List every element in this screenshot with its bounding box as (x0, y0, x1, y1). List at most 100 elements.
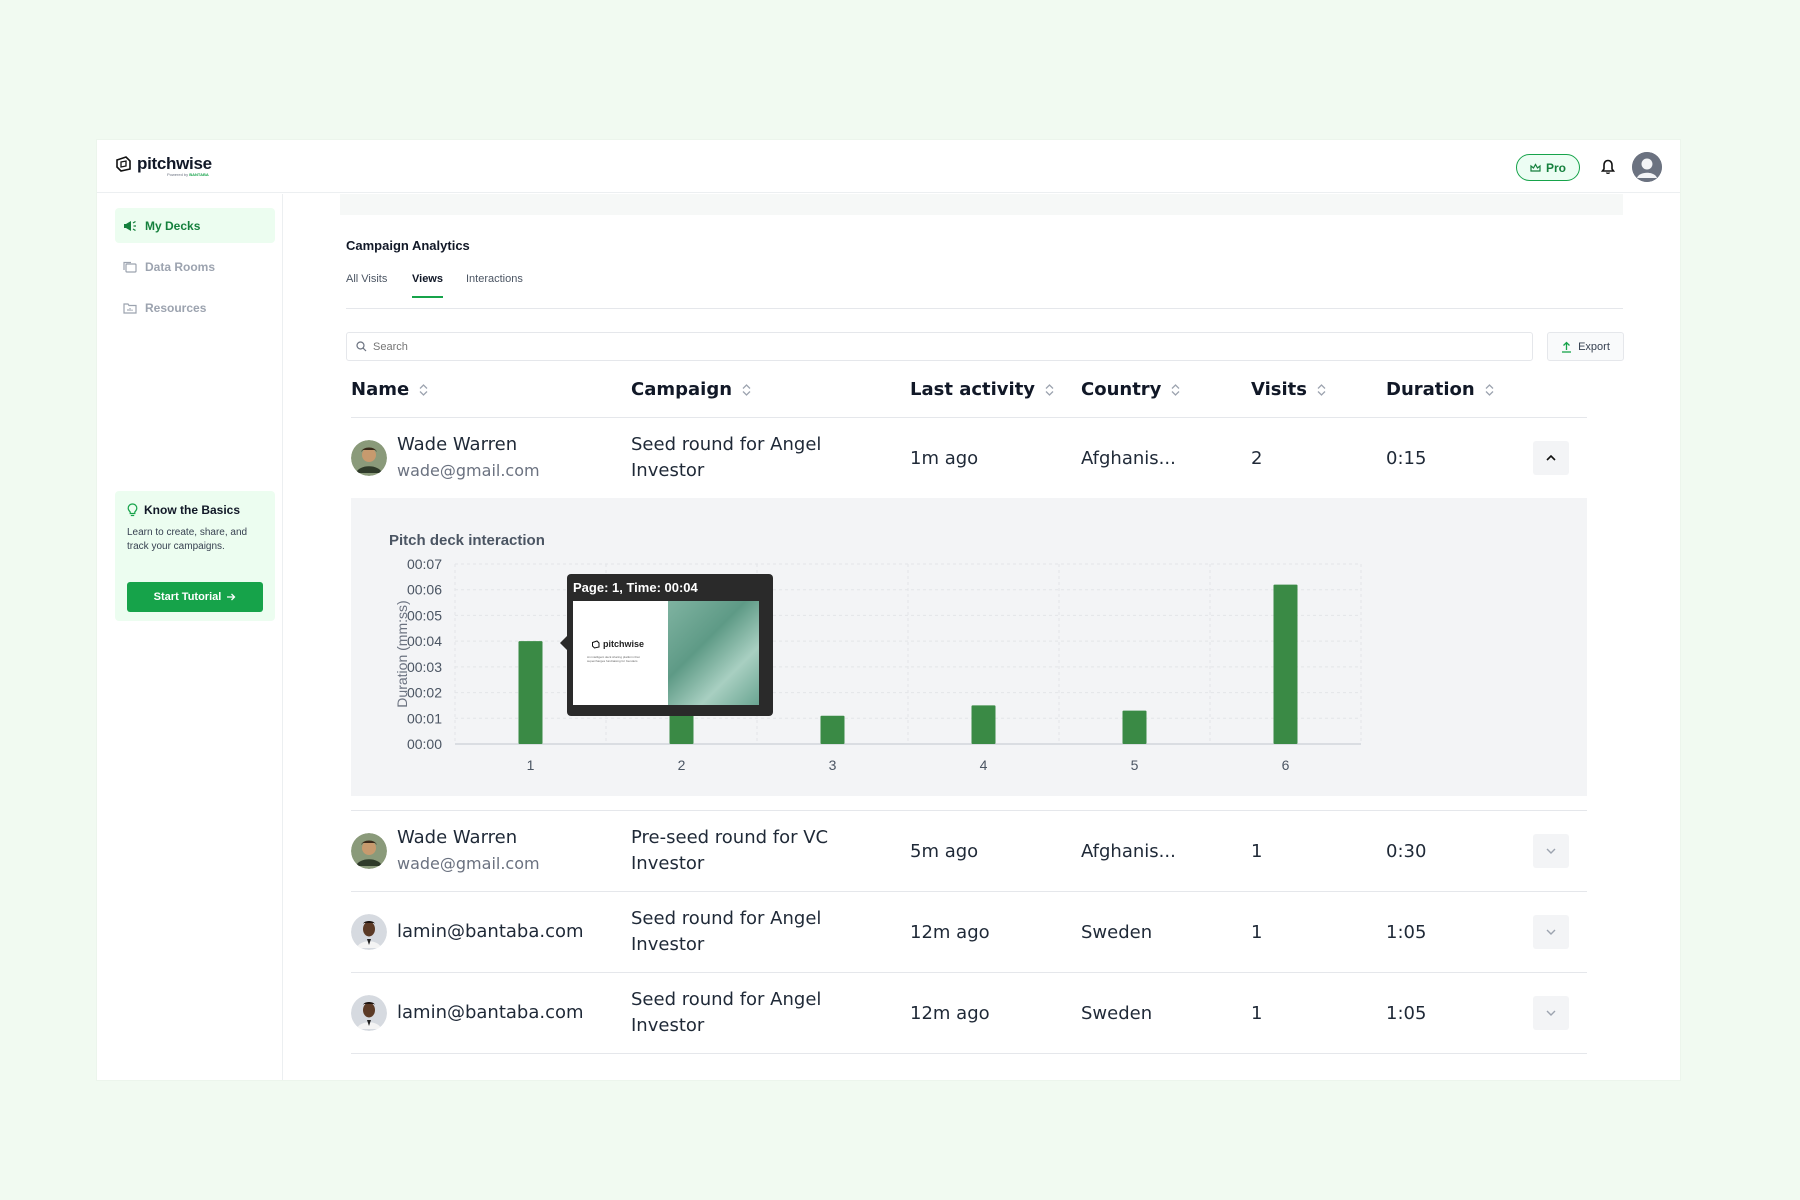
notification-bell-icon[interactable] (1599, 157, 1617, 177)
column-header-duration[interactable]: Duration (1386, 379, 1494, 400)
tab-all-visits[interactable]: All Visits (346, 273, 388, 285)
campaign-cell: Seed round for Angel Investor (631, 908, 822, 955)
campaign-cell: Seed round for Angel Investor (631, 434, 822, 481)
y-tick-label: 00:04 (407, 633, 442, 649)
search-box (346, 332, 1533, 361)
folder-chart-icon (123, 301, 137, 315)
column-label: Last activity (910, 379, 1036, 400)
avatar (351, 833, 387, 869)
avatar (351, 914, 387, 950)
column-header-name[interactable]: Name (351, 379, 428, 400)
sidebar-item-label: My Decks (145, 218, 201, 233)
table-header: Name Campaign Last activity Country Visi… (351, 365, 1587, 418)
tab-interactions[interactable]: Interactions (466, 273, 523, 285)
column-header-campaign[interactable]: Campaign (631, 379, 751, 400)
expand-row-button[interactable] (1533, 915, 1569, 949)
column-header-last-activity[interactable]: Last activity (910, 379, 1054, 400)
person-cell: lamin@bantaba.com (351, 892, 584, 972)
expand-row-button[interactable] (1533, 996, 1569, 1030)
column-label: Visits (1251, 379, 1307, 400)
top-header: pitchwise Powered by BANTABA Pro (97, 140, 1680, 193)
folders-icon (123, 260, 137, 274)
lightbulb-icon (127, 503, 138, 517)
column-header-visits[interactable]: Visits (1251, 379, 1326, 400)
arrow-right-icon (227, 593, 236, 601)
sort-icon (742, 383, 751, 396)
slide-logo: pitchwise (591, 639, 644, 649)
analytics-table: Name Campaign Last activity Country Visi… (351, 365, 1587, 1054)
pitch-deck-bar-chart: 00:00 00:01 00:02 00:03 00:04 00:05 00:06 00:07… (394, 556, 1362, 773)
y-axis-label: Duration (mm:ss) (394, 600, 410, 707)
expand-row-button[interactable] (1533, 834, 1569, 868)
y-tick-label: 00:02 (407, 685, 442, 701)
chart-title: Pitch deck interaction (389, 532, 545, 549)
visits-cell: 2 (1251, 447, 1263, 469)
x-tick-label: 5 (1131, 757, 1139, 773)
visits-cell: 1 (1251, 840, 1263, 862)
last-activity-cell: 12m ago (910, 1002, 990, 1024)
person-cell: Wade Warren wade@gmail.com (351, 811, 540, 891)
sidebar-item-resources[interactable]: Resources (115, 290, 275, 325)
table-row[interactable]: lamin@bantaba.com Seed round for Angel I… (351, 973, 1587, 1054)
campaign-cell: Seed round for Angel Investor (631, 989, 822, 1036)
y-tick-label: 00:00 (407, 736, 442, 752)
x-tick-label: 3 (829, 757, 837, 773)
table-row[interactable]: lamin@bantaba.com Seed round for Angel I… (351, 892, 1587, 973)
pro-badge-button[interactable]: Pro (1516, 154, 1580, 181)
visits-cell: 1 (1251, 1002, 1263, 1024)
country-cell: Sweden (1081, 921, 1153, 943)
start-tutorial-label: Start Tutorial (153, 591, 222, 603)
user-avatar[interactable] (1632, 152, 1662, 182)
sort-icon (1317, 383, 1326, 396)
slide-thumbnail-left (573, 601, 668, 705)
crown-icon (1530, 162, 1541, 172)
column-label: Duration (1386, 379, 1475, 400)
pitchwise-logo-icon (116, 156, 131, 172)
pro-label: Pro (1545, 160, 1566, 175)
upload-icon (1562, 341, 1572, 353)
sort-icon (1045, 383, 1054, 396)
column-header-country[interactable]: Country (1081, 379, 1180, 400)
slide-brand: pitchwise (603, 639, 645, 649)
tooltip-text: Page: 1, Time: 00:04 (573, 580, 698, 595)
sidebar-item-data-rooms[interactable]: Data Rooms (115, 249, 275, 284)
x-tick-label: 2 (678, 757, 686, 773)
duration-cell: 1:05 (1386, 1002, 1427, 1024)
basics-description: Learn to create, share, and track your c… (127, 527, 248, 552)
know-the-basics-card: Know the Basics Learn to create, share, … (115, 491, 275, 621)
visits-cell: 1 (1251, 921, 1263, 943)
sort-icon (1171, 383, 1180, 396)
export-button[interactable]: Export (1547, 332, 1624, 361)
y-tick-label: 00:05 (407, 607, 442, 623)
person-name: lamin@bantaba.com (397, 1002, 584, 1023)
chevron-down-icon (1546, 848, 1556, 854)
collapse-row-button[interactable] (1533, 441, 1569, 475)
export-label: Export (1578, 340, 1610, 353)
sidebar-item-label: Data Rooms (145, 259, 216, 274)
person-email: wade@gmail.com (397, 461, 540, 480)
chevron-down-icon (1546, 929, 1556, 935)
start-tutorial-button[interactable]: Start Tutorial (127, 582, 263, 612)
search-icon (356, 341, 367, 352)
y-tick-label: 00:07 (407, 556, 442, 572)
duration-cell: 0:15 (1386, 447, 1427, 469)
person-cell: Wade Warren wade@gmail.com (351, 418, 540, 498)
duration-cell: 0:30 (1386, 840, 1427, 862)
powered-brand-text: BANTABA (189, 172, 209, 177)
avatar (351, 995, 387, 1031)
slide-thumbnail: pitchwise An intelligent deck sharing pl… (573, 601, 759, 705)
expanded-row-details: Pitch deck interaction 00:00 00:01 00:02 00… (351, 498, 1587, 811)
brand-powered-by: Powered by BANTABA (167, 173, 212, 177)
search-input[interactable] (373, 340, 1432, 353)
y-tick-label: 00:06 (407, 582, 442, 598)
country-cell: Afghanis... (1081, 447, 1176, 469)
chevron-down-icon (1546, 1010, 1556, 1016)
brand-logo[interactable]: pitchwise Powered by BANTABA (114, 155, 212, 177)
last-activity-cell: 5m ago (910, 840, 979, 862)
table-row[interactable]: Wade Warren wade@gmail.com Pre-seed roun… (351, 811, 1587, 892)
table-row[interactable]: Wade Warren wade@gmail.com Seed round fo… (351, 418, 1587, 498)
tab-views[interactable]: Views (412, 273, 443, 309)
basics-title: Know the Basics (144, 503, 241, 517)
sidebar-item-my-decks[interactable]: My Decks (115, 208, 275, 243)
brand-name: pitchwise (137, 154, 212, 173)
